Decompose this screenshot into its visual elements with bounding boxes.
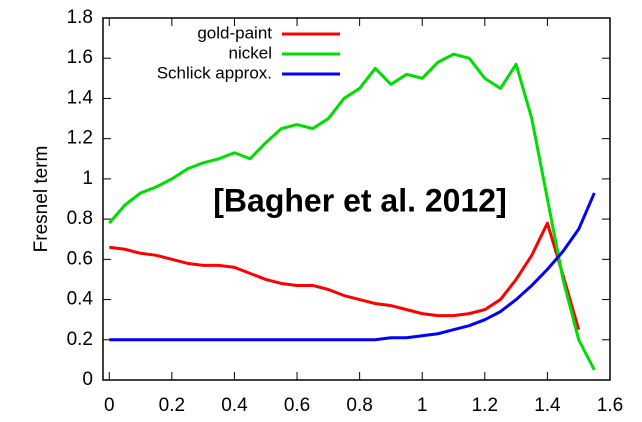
y-tick-label: 1.6 — [67, 47, 93, 68]
annotation: [Bagher et al. 2012] — [213, 182, 506, 218]
y-tick-label: 0.6 — [67, 248, 93, 269]
legend-label: gold-paint — [197, 23, 272, 42]
line — [108, 52, 596, 371]
x-tick-label: 0.2 — [159, 395, 185, 416]
x-tick-label: 1.6 — [597, 395, 623, 416]
x-tick-label: 1.4 — [534, 395, 561, 416]
y-tick-label: 1.4 — [67, 87, 94, 108]
x-tick-label: 0.6 — [284, 395, 310, 416]
y-tick-label: 1 — [82, 168, 93, 189]
line — [109, 192, 596, 342]
x-tick-label: 0 — [104, 395, 115, 416]
x-tick-label: 1.2 — [472, 395, 498, 416]
legend-label: Schlick approx. — [157, 63, 272, 82]
y-tick-label: 0.4 — [67, 289, 94, 310]
x-tick-label: 0.4 — [221, 395, 248, 416]
legend-label: nickel — [229, 43, 272, 62]
y-tick-label: 1.8 — [67, 7, 93, 28]
y-tick-label: 1.2 — [67, 128, 93, 149]
x-tick-label: 1 — [417, 395, 428, 416]
y-tick-label: 0 — [82, 369, 93, 390]
y-axis-label: Fresnel term — [31, 146, 52, 253]
y-tick-label: 0.8 — [67, 208, 93, 229]
plot-frame — [102, 17, 611, 381]
y-tick-label: 0.2 — [67, 329, 93, 350]
x-tick-label: 0.8 — [346, 395, 372, 416]
line — [109, 221, 581, 331]
